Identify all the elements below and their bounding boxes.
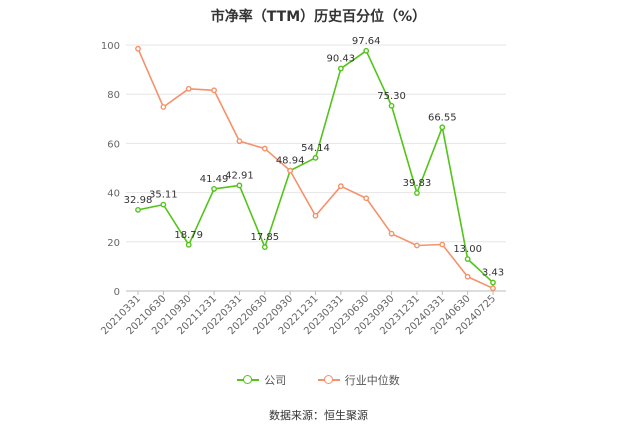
legend-item-industry-median[interactable]: 行业中位数 xyxy=(317,372,400,388)
legend-item-company[interactable]: 公司 xyxy=(237,372,286,388)
data-point-company xyxy=(490,279,496,286)
data-point-industry-median xyxy=(261,145,268,152)
y-tick-label: 20 xyxy=(107,238,120,249)
data-label: 75.30 xyxy=(377,91,406,102)
data-point-industry-median xyxy=(312,212,319,219)
data-point-company xyxy=(312,154,319,161)
legend-label-company: 公司 xyxy=(264,374,287,387)
data-label: 42.91 xyxy=(225,170,254,181)
y-tick-label: 40 xyxy=(107,189,120,200)
data-label: 35.11 xyxy=(149,190,178,201)
y-tick-label: 80 xyxy=(107,90,120,101)
data-label: 3.43 xyxy=(482,268,504,279)
data-point-industry-median xyxy=(160,104,167,110)
chart-title: 市净率（TTM）历史百分位（%） xyxy=(210,9,427,25)
data-point-company xyxy=(185,241,192,248)
data-point-industry-median xyxy=(185,85,192,92)
data-label: 90.43 xyxy=(327,54,356,65)
series-line-industry-median xyxy=(137,48,494,290)
data-label: 32.98 xyxy=(124,195,153,206)
data-label: 41.49 xyxy=(200,174,229,185)
data-label: 54.14 xyxy=(301,143,330,154)
data-point-industry-median xyxy=(236,138,243,145)
data-point-industry-median xyxy=(464,273,471,280)
data-point-company xyxy=(135,206,141,213)
legend: 公司 行业中位数 xyxy=(0,372,637,388)
legend-label-industry-median: 行业中位数 xyxy=(344,374,400,387)
data-point-industry-median xyxy=(287,167,294,174)
data-label: 48.94 xyxy=(276,156,305,167)
data-point-industry-median xyxy=(414,242,420,249)
y-tick-label: 60 xyxy=(107,139,120,150)
y-tick-label: 100 xyxy=(101,41,120,52)
data-label: 66.55 xyxy=(428,112,457,123)
data-point-industry-median xyxy=(211,87,217,94)
series-line-company xyxy=(137,50,494,284)
y-axis: 0 20 40 60 80 100 xyxy=(101,41,120,298)
data-point-company xyxy=(236,182,243,189)
y-tick-label: 0 xyxy=(114,287,120,298)
data-point-industry-median xyxy=(337,183,344,190)
data-point-company xyxy=(363,47,370,54)
data-point-company xyxy=(388,102,395,109)
data-point-industry-median xyxy=(135,45,141,52)
data-point-industry-median xyxy=(490,285,496,292)
data-point-industry-median xyxy=(363,195,370,202)
series-lines xyxy=(135,45,496,292)
data-source-note: 数据来源：恒生聚源 xyxy=(269,409,368,422)
data-label: 17.85 xyxy=(250,232,279,243)
data-label: 97.64 xyxy=(352,36,381,47)
data-point-company xyxy=(160,201,167,208)
legend-swatch-company xyxy=(237,375,260,385)
x-axis: 2021033120210630202109302021123120220331… xyxy=(99,291,498,337)
data-point-company xyxy=(337,65,344,72)
legend-swatch-industry-median xyxy=(317,375,340,385)
data-point-industry-median xyxy=(439,241,446,248)
data-label: 13.00 xyxy=(453,244,482,255)
data-point-company xyxy=(414,190,420,196)
data-point-company xyxy=(464,256,471,262)
data-label: 39.83 xyxy=(403,178,432,189)
data-point-company xyxy=(261,244,268,250)
data-point-company xyxy=(439,124,446,131)
data-point-industry-median xyxy=(388,230,395,237)
data-label: 18.79 xyxy=(174,230,203,241)
data-point-company xyxy=(211,186,217,192)
